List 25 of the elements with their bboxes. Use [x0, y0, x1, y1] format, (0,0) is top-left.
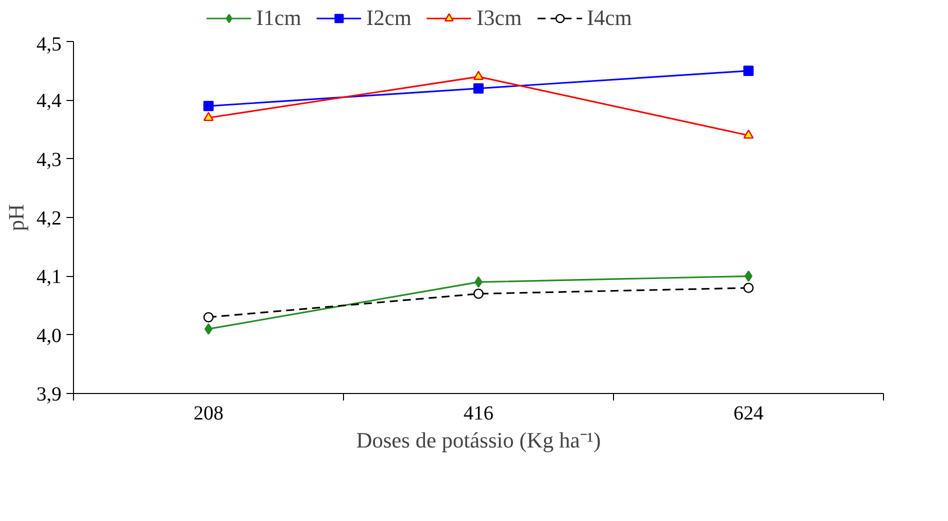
x-tick-label: 208	[194, 402, 224, 424]
point	[203, 112, 214, 122]
point	[473, 70, 484, 80]
x-tick-label: 624	[734, 402, 764, 424]
y-tick-label: 3,9	[36, 384, 62, 406]
point	[473, 83, 484, 94]
y-tick-label: 4,0	[36, 324, 62, 347]
x-axis-title: Doses de potássio (Kg ha⁻¹)	[356, 428, 601, 452]
legend-label: I2cm	[366, 5, 412, 31]
point	[203, 312, 214, 322]
legend-label: I4cm	[586, 5, 632, 31]
y-tick-label: 4,5	[36, 34, 62, 56]
point	[743, 66, 754, 76]
y-tick-label: 4,2	[36, 208, 62, 230]
y-axis-title: pH	[4, 204, 28, 231]
y-tick-label: 4,4	[36, 90, 62, 112]
x-tick-label: 416	[464, 402, 494, 424]
point	[203, 100, 214, 112]
point	[743, 130, 754, 139]
legend-label: I3cm	[476, 5, 522, 31]
y-tick-label: 4,1	[36, 266, 62, 288]
point	[473, 288, 484, 299]
y-tick-label: 4,3	[36, 148, 62, 171]
point	[743, 282, 754, 294]
legend-label: I1cm	[256, 5, 302, 31]
